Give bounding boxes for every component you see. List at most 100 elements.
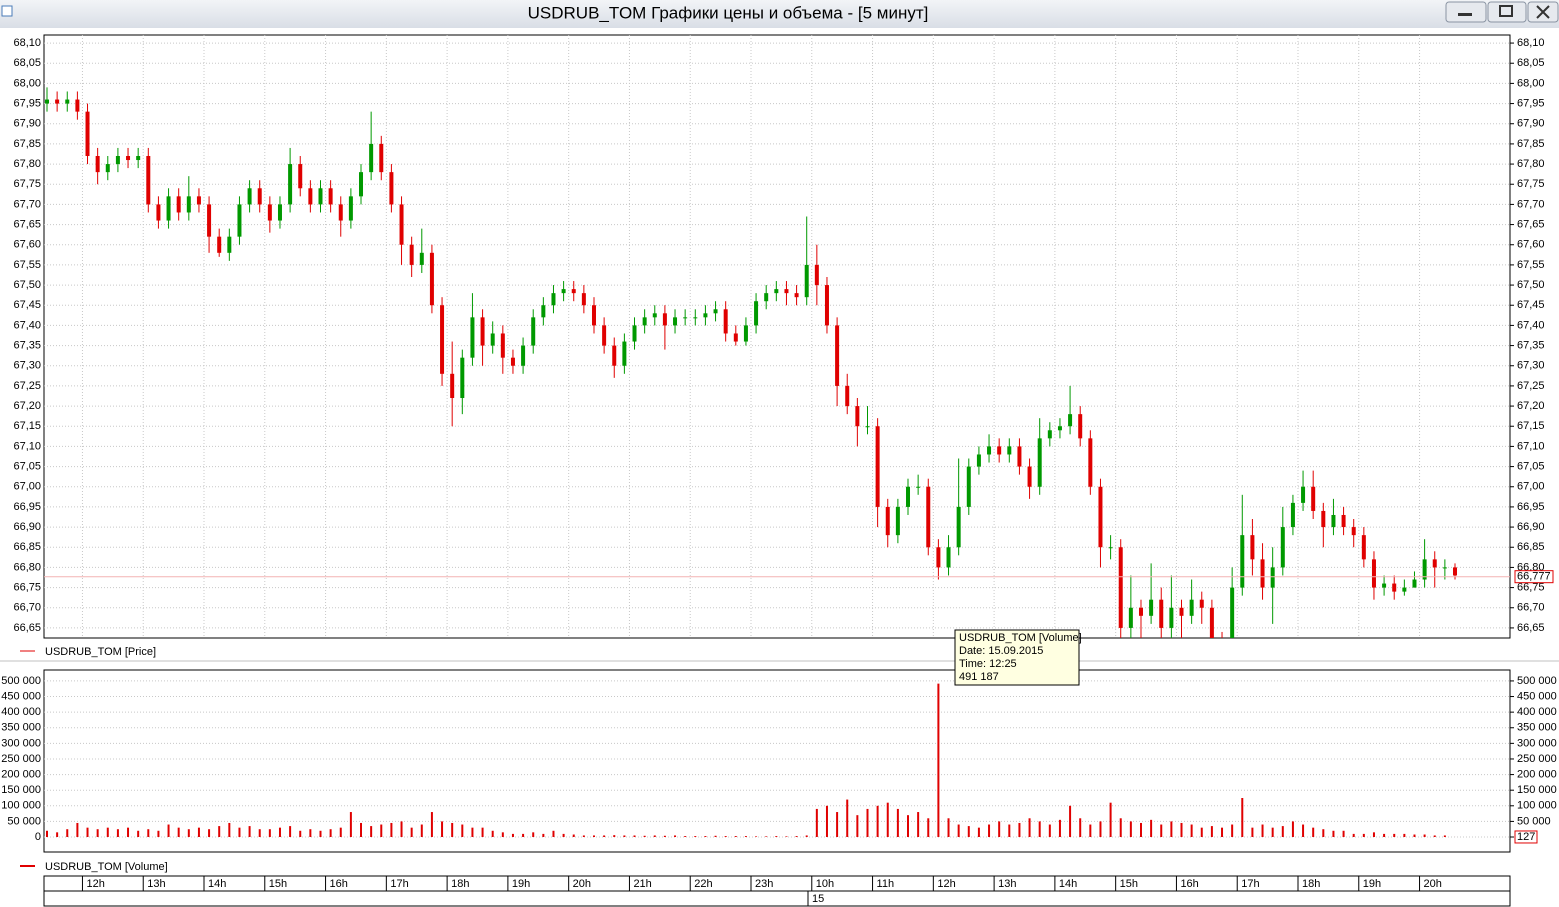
candle-body — [156, 204, 161, 221]
x-tick-label: 17h — [390, 878, 408, 890]
minimize-button[interactable] — [1445, 1, 1487, 23]
candle-body — [642, 317, 647, 326]
candle-body — [693, 317, 698, 319]
candle-body — [885, 506, 890, 536]
y-tick-label: 400 000 — [1, 706, 41, 718]
candle-body — [1402, 587, 1407, 592]
candle-body — [916, 486, 921, 488]
y-tick-label: 50 000 — [7, 815, 41, 827]
x-tick-label: 22h — [694, 878, 712, 890]
candle-body — [136, 156, 141, 161]
y-tick-label: 67,95 — [13, 97, 41, 109]
y-tick-label: 66,75 — [13, 581, 41, 593]
x-tick-label: 19h — [1363, 878, 1381, 890]
candle-body — [1290, 502, 1295, 528]
candle-body — [1159, 599, 1164, 628]
y2-tick-label: 67,30 — [1517, 360, 1545, 372]
candle-body — [308, 188, 313, 205]
candle-body — [298, 164, 303, 189]
candle-body — [845, 385, 850, 407]
candle-body — [277, 204, 282, 221]
y2-tick-label: 400 000 — [1517, 706, 1557, 718]
y-tick-label: 67,70 — [13, 198, 41, 210]
candle-body — [115, 156, 120, 165]
candle-body — [926, 486, 931, 548]
candle-body — [1098, 486, 1103, 548]
candle-body — [521, 345, 526, 366]
candle-body — [531, 317, 536, 346]
maximize-button[interactable] — [1487, 1, 1527, 23]
candle-body — [1108, 547, 1113, 549]
candle-body — [581, 293, 586, 306]
candle-body — [1453, 567, 1457, 576]
y-tick-label: 67,25 — [13, 380, 41, 392]
candle-body — [855, 406, 860, 427]
y-tick-label: 100 000 — [1, 800, 41, 812]
candle-body — [764, 293, 769, 302]
tooltip-value: 491 187 — [959, 671, 999, 683]
y2-tick-label: 66,75 — [1517, 581, 1545, 593]
y-tick-label: 67,50 — [13, 279, 41, 291]
candle-body — [733, 333, 738, 342]
candle-body — [1037, 438, 1042, 487]
candle-body — [409, 244, 414, 265]
candle-body — [1088, 438, 1093, 487]
y2-tick-label: 50 000 — [1517, 815, 1551, 827]
candle-body — [1321, 510, 1326, 528]
y-tick-label: 67,30 — [13, 360, 41, 372]
candle-body — [1027, 466, 1032, 487]
candle-body — [936, 547, 941, 568]
y2-tick-label: 67,85 — [1517, 138, 1545, 150]
candle-body — [1422, 559, 1427, 580]
x-tick-label: 18h — [451, 878, 469, 890]
candle-body — [1230, 587, 1235, 638]
tooltip-time: Time: 12:25 — [959, 658, 1017, 670]
candle-body — [835, 325, 840, 386]
candle-body — [652, 313, 657, 318]
x-tick-label: 18h — [1302, 878, 1320, 890]
window-icon — [1, 5, 13, 17]
x-tick-label: 14h — [208, 878, 226, 890]
y2-tick-label: 500 000 — [1517, 675, 1557, 687]
y2-tick-label: 66,90 — [1517, 521, 1545, 533]
candle-body — [1351, 527, 1356, 536]
candle-body — [196, 196, 201, 205]
x-tick-label: 13h — [147, 878, 165, 890]
tooltip-box — [954, 629, 1080, 686]
candle-body — [95, 156, 100, 173]
y2-tick-label: 67,20 — [1517, 400, 1545, 412]
y2-tick-label: 67,45 — [1517, 299, 1545, 311]
x-tick-label: 17h — [1241, 878, 1259, 890]
last-price-box — [1514, 570, 1554, 584]
y2-tick-label: 250 000 — [1517, 753, 1557, 765]
y-tick-label: 500 000 — [1, 675, 41, 687]
candle-body — [267, 204, 272, 221]
window-buttons[interactable] — [1445, 1, 1559, 23]
last-volume-box — [1514, 830, 1538, 844]
candle-body — [126, 156, 131, 161]
candle-body — [743, 325, 748, 342]
candle-body — [1240, 535, 1245, 588]
candle-body — [1220, 640, 1224, 648]
candle-body — [146, 156, 151, 205]
candle-body — [237, 204, 242, 237]
y2-tick-label: 67,55 — [1517, 259, 1545, 271]
time-axis-days — [43, 890, 1511, 907]
candle-body — [784, 289, 789, 294]
x-tick-label: 21h — [633, 878, 651, 890]
candle-body — [1392, 583, 1397, 592]
x-tick-label: 20h — [573, 878, 591, 890]
candle-body — [369, 143, 374, 173]
candle-body — [217, 236, 222, 253]
x-tick-label: 15h — [1120, 878, 1138, 890]
candle-body — [318, 188, 323, 205]
candle-body — [662, 313, 667, 326]
y-tick-label: 68,05 — [13, 57, 41, 69]
candle-body — [65, 99, 70, 104]
candle-body — [895, 506, 900, 536]
y2-tick-label: 67,70 — [1517, 198, 1545, 210]
x-tick-label: 20h — [1424, 878, 1442, 890]
candle-body — [105, 164, 110, 173]
candle-body — [1280, 527, 1285, 568]
